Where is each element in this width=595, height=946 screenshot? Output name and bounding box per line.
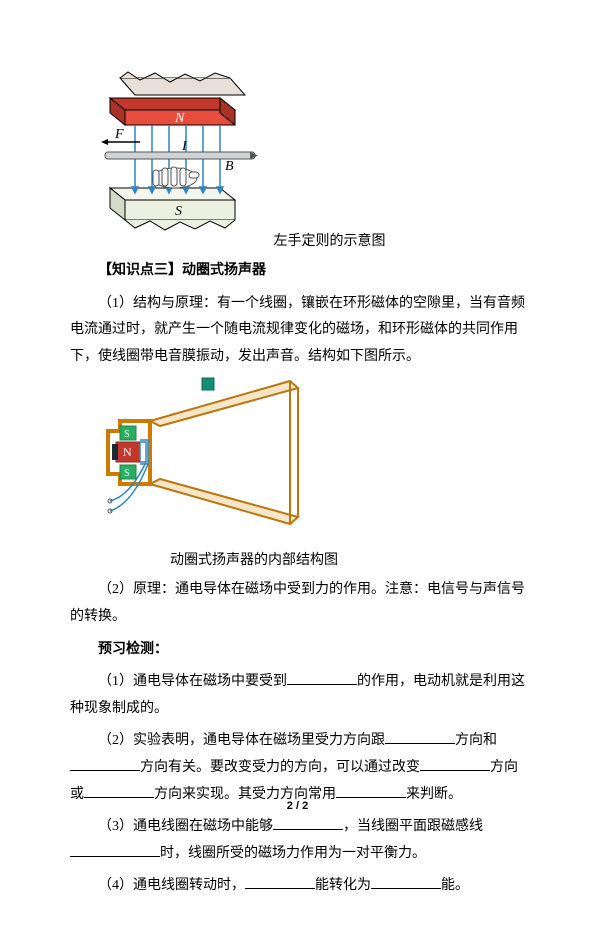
speaker-top-cap (202, 378, 214, 390)
label-f: F (114, 127, 124, 142)
speaker-diagram: S S N (90, 376, 525, 541)
section3-heading-prefix: 【知识点三】 (98, 263, 182, 278)
section3-para1: （1）结构与原理：有一个线圈，镶嵌在环形磁体的空隙里，当有音频电流通过时，就产生… (70, 291, 525, 371)
q2-text-a: （2）实验表明，通电导体在磁场里受力方向跟 (98, 733, 385, 748)
q3-text-a: （3）通电线圈在磁场中能够 (98, 819, 273, 834)
q4-text-a: （4）通电线圈转动时， (98, 878, 245, 893)
label-b: B (225, 159, 234, 174)
diagram2-caption: 动圈式扬声器的内部结构图 (170, 549, 525, 569)
section3-heading: 【知识点三】动圈式扬声器 (70, 258, 525, 285)
page-number: 2 / 2 (0, 800, 595, 812)
section3-heading-text: 动圈式扬声器 (182, 263, 266, 278)
left-hand-rule-svg: N S (90, 70, 260, 250)
q3-text-b: ，当线圈平面跟磁感线 (343, 819, 483, 834)
question-3: （3）通电线圈在磁场中能够 ，当线圈平面跟磁感线时，线圈所受的磁场力作用为一对平衡… (70, 814, 525, 867)
preview-heading-text: 预习检测： (98, 642, 168, 657)
q4-blank-1 (245, 874, 315, 889)
left-hand-rule-diagram: N S (90, 70, 525, 250)
q2-text-c: 方向有关。要改变受力的方向，可以通过改变 (140, 760, 420, 775)
q2-blank-3 (420, 756, 490, 771)
label-n: N (174, 111, 185, 126)
question-2: （2）实验表明，通电导体在磁场里受力方向跟 方向和方向有关。要改变受力的方向，可以… (70, 728, 525, 808)
q2-blank-5 (336, 783, 406, 798)
q3-blank-1 (273, 815, 343, 830)
preview-heading: 预习检测： (70, 637, 525, 664)
page-number-text: 2 / 2 (287, 800, 308, 812)
q2-blank-2 (70, 756, 140, 771)
svg-text:N: N (123, 445, 132, 459)
speaker-cone-top (150, 381, 298, 426)
question-1: （1）通电导体在磁场中要受到的作用，电动机就是利用这种现象制成的。 (70, 669, 525, 722)
question-4: （4）通电线圈转动时， 能转化为 能。 (70, 873, 525, 900)
q4-blank-2 (371, 874, 441, 889)
speaker-cone-bottom (150, 479, 298, 524)
svg-text:S: S (124, 468, 130, 479)
q2-blank-1 (385, 729, 455, 744)
speaker-svg: S S N (90, 376, 310, 536)
q1-blank-1 (287, 670, 357, 685)
q3-text-c: 时，线圈所受的磁场力作用为一对平衡力。 (160, 846, 426, 861)
q1-text-a: （1）通电导体在磁场中要受到 (98, 674, 287, 689)
q3-blank-2 (70, 842, 160, 857)
q2-text-b: 方向和 (455, 733, 497, 748)
diagram1-caption: 左手定则的示意图 (274, 230, 386, 250)
q2-blank-4 (84, 783, 154, 798)
q4-text-b: 能转化为 (315, 878, 371, 893)
hand-shape (153, 167, 199, 188)
current-rod (105, 152, 255, 159)
q4-text-c: 能。 (441, 878, 469, 893)
svg-text:S: S (124, 429, 130, 440)
label-s: S (175, 204, 182, 219)
para2: （2）原理：通电导体在磁场中受到力的作用。注意：电信号与声信号的转换。 (70, 577, 525, 630)
